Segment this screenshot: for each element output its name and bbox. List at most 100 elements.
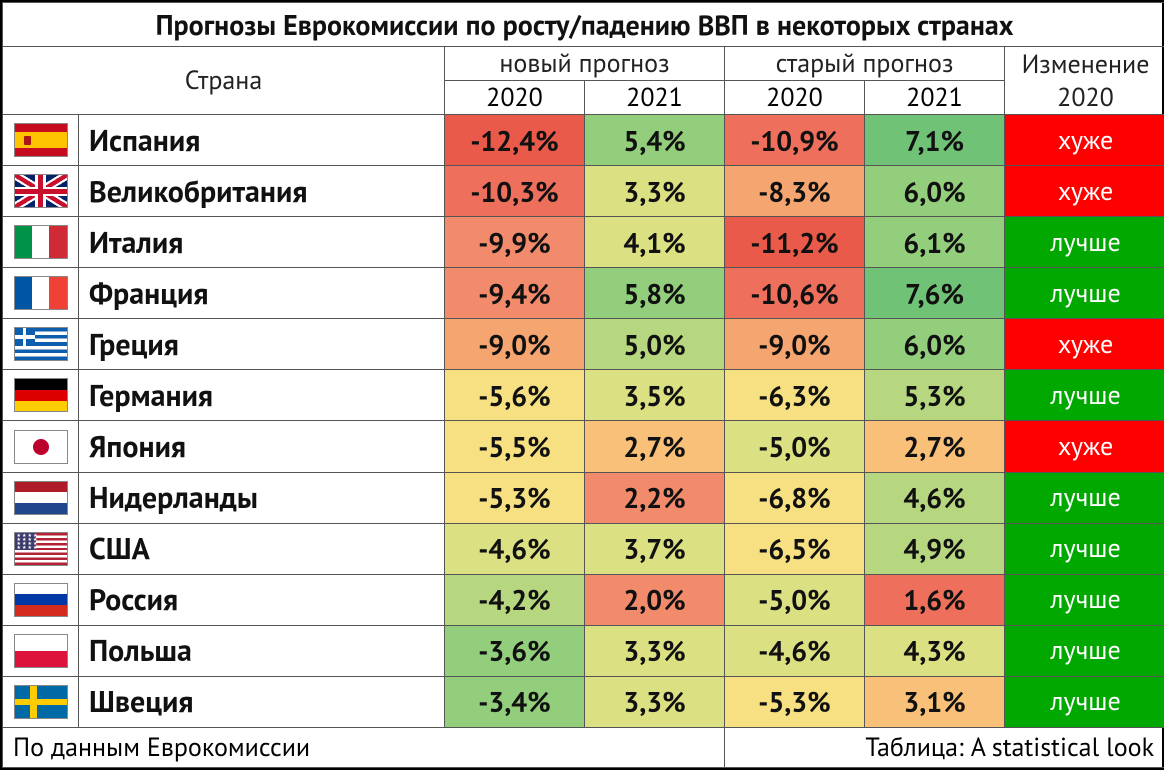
- country-name: США: [79, 523, 445, 574]
- change-cell: лучше: [1005, 268, 1164, 319]
- value-cell: 5,8%: [585, 268, 725, 319]
- flag-cell: [3, 421, 79, 472]
- flag-cell: [3, 268, 79, 319]
- value-cell: -9,0%: [445, 319, 585, 370]
- value-cell: -5,6%: [445, 370, 585, 421]
- value-cell: -6,3%: [725, 370, 865, 421]
- value-cell: 4,6%: [865, 472, 1005, 523]
- change-cell: лучше: [1005, 370, 1164, 421]
- value-cell: 7,6%: [865, 268, 1005, 319]
- change-cell: хуже: [1005, 115, 1164, 166]
- table-row: Германия-5,6%3,5%-6,3%5,3%лучше: [3, 370, 1164, 421]
- table-container: Прогнозы Еврокомиссии по росту/падению В…: [0, 0, 1164, 770]
- country-name: Греция: [79, 319, 445, 370]
- value-cell: 6,1%: [865, 217, 1005, 268]
- jp-flag-icon: [14, 430, 68, 464]
- table-row: Россия-4,2%2,0%-5,0%1,6%лучше: [3, 574, 1164, 625]
- table-row: Швеция-3,4%3,3%-5,3%3,1%лучше: [3, 676, 1164, 727]
- header-new-2020: 2020: [445, 81, 585, 115]
- de-flag-icon: [14, 378, 68, 412]
- header-change: Изменение 2020: [1005, 47, 1164, 115]
- header-old-2021: 2021: [865, 81, 1005, 115]
- value-cell: -4,2%: [445, 574, 585, 625]
- flag-cell: [3, 166, 79, 217]
- value-cell: 4,3%: [865, 625, 1005, 676]
- country-name: Польша: [79, 625, 445, 676]
- value-cell: 1,6%: [865, 574, 1005, 625]
- table-row: Испания-12,4%5,4%-10,9%7,1%хуже: [3, 115, 1164, 166]
- it-flag-icon: [14, 225, 68, 259]
- value-cell: -11,2%: [725, 217, 865, 268]
- value-cell: -9,4%: [445, 268, 585, 319]
- value-cell: -5,3%: [725, 676, 865, 727]
- country-name: Россия: [79, 574, 445, 625]
- value-cell: 2,0%: [585, 574, 725, 625]
- value-cell: -10,6%: [725, 268, 865, 319]
- table-row: Италия-9,9%4,1%-11,2%6,1%лучше: [3, 217, 1164, 268]
- table-row: ★★★★★★★★★★★★★★★★США-4,6%3,7%-6,5%4,9%луч…: [3, 523, 1164, 574]
- value-cell: -6,8%: [725, 472, 865, 523]
- header-new-forecast: новый прогноз: [445, 47, 725, 81]
- value-cell: -9,0%: [725, 319, 865, 370]
- value-cell: 3,3%: [585, 676, 725, 727]
- table-row: Греция-9,0%5,0%-9,0%6,0%хуже: [3, 319, 1164, 370]
- value-cell: -5,3%: [445, 472, 585, 523]
- value-cell: 3,5%: [585, 370, 725, 421]
- value-cell: 2,7%: [585, 421, 725, 472]
- table-row: Франция-9,4%5,8%-10,6%7,6%лучше: [3, 268, 1164, 319]
- change-cell: хуже: [1005, 421, 1164, 472]
- table-row: Япония-5,5%2,7%-5,0%2,7%хуже: [3, 421, 1164, 472]
- flag-cell: [3, 625, 79, 676]
- value-cell: 6,0%: [865, 166, 1005, 217]
- table-row: Нидерланды-5,3%2,2%-6,8%4,6%лучше: [3, 472, 1164, 523]
- value-cell: 2,2%: [585, 472, 725, 523]
- value-cell: 4,1%: [585, 217, 725, 268]
- footer-source: По данным Еврокомиссии: [3, 728, 725, 768]
- value-cell: -6,5%: [725, 523, 865, 574]
- value-cell: -3,4%: [445, 676, 585, 727]
- flag-cell: [3, 115, 79, 166]
- header-old-forecast: старый прогноз: [725, 47, 1005, 81]
- country-name: Франция: [79, 268, 445, 319]
- country-name: Швеция: [79, 676, 445, 727]
- table-title: Прогнозы Еврокомиссии по росту/падению В…: [3, 3, 1164, 47]
- country-name: Испания: [79, 115, 445, 166]
- header-new-2021: 2021: [585, 81, 725, 115]
- country-name: Япония: [79, 421, 445, 472]
- value-cell: 3,1%: [865, 676, 1005, 727]
- country-name: Великобритания: [79, 166, 445, 217]
- flag-cell: [3, 574, 79, 625]
- flag-cell: [3, 319, 79, 370]
- fr-flag-icon: [14, 276, 68, 310]
- us-flag-icon: ★★★★★★★★★★★★★★★★: [14, 532, 68, 566]
- country-name: Германия: [79, 370, 445, 421]
- value-cell: 3,7%: [585, 523, 725, 574]
- value-cell: 5,0%: [585, 319, 725, 370]
- change-cell: хуже: [1005, 319, 1164, 370]
- value-cell: -9,9%: [445, 217, 585, 268]
- ru-flag-icon: [14, 583, 68, 617]
- flag-cell: [3, 370, 79, 421]
- value-cell: -5,5%: [445, 421, 585, 472]
- value-cell: 7,1%: [865, 115, 1005, 166]
- value-cell: -8,3%: [725, 166, 865, 217]
- change-cell: лучше: [1005, 472, 1164, 523]
- value-cell: -3,6%: [445, 625, 585, 676]
- nl-flag-icon: [14, 481, 68, 515]
- value-cell: -4,6%: [725, 625, 865, 676]
- flag-cell: [3, 472, 79, 523]
- value-cell: 3,3%: [585, 625, 725, 676]
- table-row: Польша-3,6%3,3%-4,6%4,3%лучше: [3, 625, 1164, 676]
- forecast-table: Прогнозы Еврокомиссии по росту/падению В…: [2, 2, 1164, 768]
- flag-cell: [3, 217, 79, 268]
- header-old-2020: 2020: [725, 81, 865, 115]
- value-cell: 4,9%: [865, 523, 1005, 574]
- country-name: Италия: [79, 217, 445, 268]
- value-cell: -5,0%: [725, 421, 865, 472]
- es-flag-icon: [14, 123, 68, 157]
- change-cell: лучше: [1005, 676, 1164, 727]
- se-flag-icon: [14, 685, 68, 719]
- value-cell: 3,3%: [585, 166, 725, 217]
- table-row: Великобритания-10,3%3,3%-8,3%6,0%хуже: [3, 166, 1164, 217]
- pl-flag-icon: [14, 634, 68, 668]
